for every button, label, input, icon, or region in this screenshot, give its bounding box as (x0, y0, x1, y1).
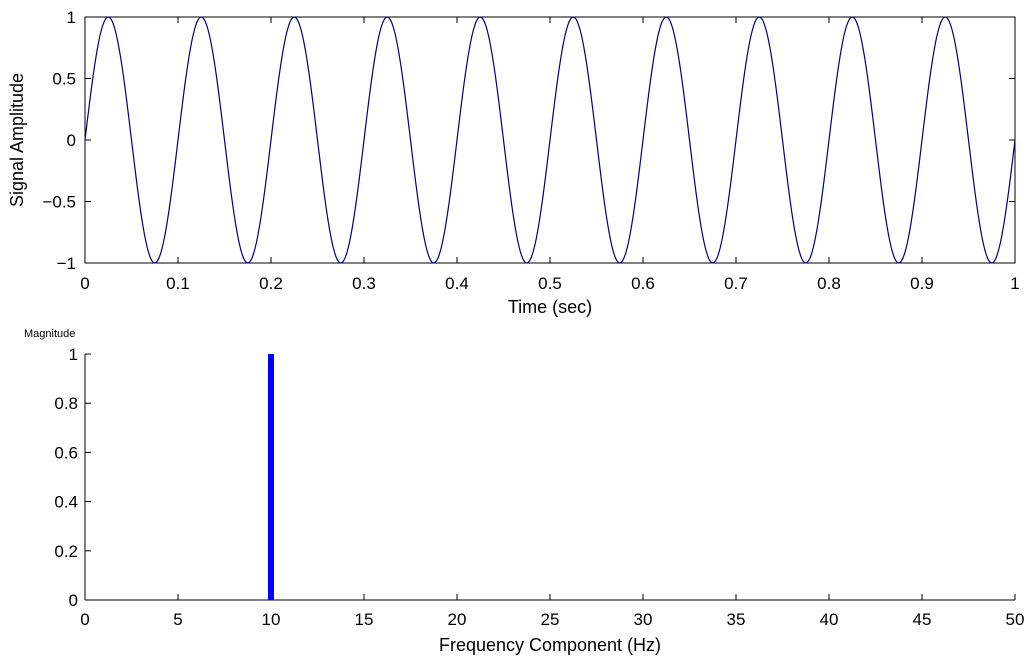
spectrum-x-tick-label: 15 (355, 610, 374, 629)
spectrum-y-axis-label: Magnitude (24, 328, 75, 340)
time-plot-x-ticks: 0 0.1 0.2 0.3 0.4 0.5 0.6 0.7 0.8 0.9 1 (80, 17, 1020, 293)
time-plot-x-tick-label: 0.1 (166, 274, 190, 293)
time-plot-y-tick-label: −0.5 (42, 193, 76, 212)
time-plot-x-tick-label: 0.5 (538, 274, 562, 293)
time-plot-y-tick-label: −1 (57, 254, 76, 273)
spectrum-x-tick-label: 10 (262, 610, 281, 629)
time-domain-plot: 0 0.1 0.2 0.3 0.4 0.5 0.6 0.7 0.8 0.9 1 −1 −0.5 0 0.5… (7, 8, 1020, 317)
time-plot-x-axis-label: Time (sec) (508, 297, 592, 317)
spectrum-bars (268, 354, 274, 600)
spectrum-x-tick-label: 45 (913, 610, 932, 629)
spectrum-y-tick-label: 0.6 (54, 443, 78, 462)
time-plot-x-tick-label: 0.7 (724, 274, 748, 293)
spectrum-x-tick-label: 25 (541, 610, 560, 629)
spectrum-y-tick-label: 0.2 (54, 542, 78, 561)
time-plot-x-tick-label: 0.8 (817, 274, 841, 293)
time-plot-x-tick-label: 1 (1010, 274, 1019, 293)
spectrum-y-tick-label: 1 (69, 345, 78, 364)
time-plot-y-ticks: −1 −0.5 0 0.5 1 (42, 8, 1015, 273)
time-plot-x-tick-label: 0 (80, 274, 89, 293)
time-plot-y-tick-label: 0.5 (52, 70, 76, 89)
spectrum-x-tick-label: 50 (1006, 610, 1025, 629)
time-plot-y-axis-label: Signal Amplitude (7, 73, 27, 207)
time-plot-x-tick-label: 0.2 (259, 274, 283, 293)
spectrum-x-tick-label: 20 (448, 610, 467, 629)
spectrum-x-tick-label: 0 (80, 610, 89, 629)
spectrum-x-tick-label: 40 (820, 610, 839, 629)
time-plot-x-tick-label: 0.9 (910, 274, 934, 293)
time-plot-x-tick-label: 0.3 (352, 274, 376, 293)
spectrum-x-tick-label: 30 (634, 610, 653, 629)
spectrum-y-tick-label: 0.4 (54, 493, 78, 512)
spectrum-x-ticks: 0 5 10 15 20 25 30 35 40 45 50 (80, 594, 1024, 629)
spectrum-bar (268, 354, 274, 600)
time-plot-y-tick-label: 1 (67, 8, 76, 27)
spectrum-y-ticks: 0 0.2 0.4 0.6 0.8 1 (54, 345, 91, 610)
spectrum-x-tick-label: 35 (727, 610, 746, 629)
spectrum-x-tick-label: 5 (173, 610, 182, 629)
spectrum-y-tick-label: 0 (69, 591, 78, 610)
frequency-domain-plot: 0 5 10 15 20 25 30 35 40 45 50 0 0.2 0.4 0.6 0.8 1 Freq… (24, 328, 1024, 655)
time-plot-x-tick-label: 0.4 (445, 274, 469, 293)
spectrum-y-tick-label: 0.8 (54, 394, 78, 413)
time-plot-y-tick-label: 0 (67, 131, 76, 150)
time-plot-x-tick-label: 0.6 (631, 274, 655, 293)
sine-wave-line (84, 16, 1016, 264)
spectrum-x-axis-label: Frequency Component (Hz) (439, 635, 661, 655)
